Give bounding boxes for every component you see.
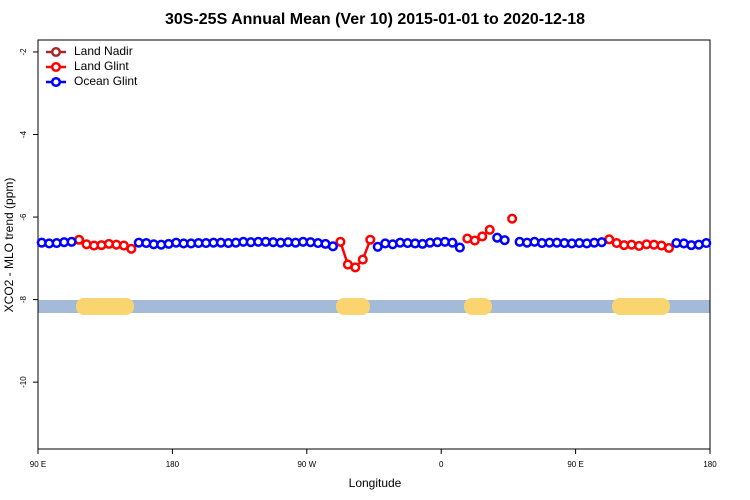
y-tick-label: -4 [19, 130, 28, 138]
ocean-band [38, 300, 710, 313]
point [66, 236, 77, 247]
legend-marker [50, 76, 62, 88]
legend-label: Land Glint [74, 59, 129, 73]
point [477, 231, 488, 242]
x-axis-label: Longitude [349, 476, 402, 490]
chart-title: 30S-25S Annual Mean (Ver 10) 2015-01-01 … [165, 11, 585, 28]
x-tick-label: 90 E [567, 460, 583, 469]
point [596, 237, 607, 248]
point [350, 262, 361, 273]
y-tick-label: -6 [19, 213, 28, 221]
land-mask [38, 298, 710, 315]
point [484, 224, 495, 235]
legend-label: Ocean Glint [74, 74, 138, 88]
x-tick-label: 90 W [297, 460, 316, 469]
point [447, 237, 458, 248]
y-tick-label: -10 [19, 376, 28, 388]
legend-marker [50, 46, 62, 58]
point [454, 242, 465, 253]
x-tick-label: 180 [703, 460, 717, 469]
land-band [464, 298, 492, 315]
point [327, 241, 338, 252]
x-tick-label: 0 [439, 460, 444, 469]
point [507, 213, 518, 224]
point [663, 242, 674, 254]
x-tick-label: 180 [166, 460, 180, 469]
point [701, 238, 712, 249]
land-band [76, 298, 134, 315]
y-tick-label: -2 [19, 48, 28, 56]
point [335, 236, 346, 247]
legend-marker [50, 61, 62, 73]
point [365, 234, 376, 245]
land-band [336, 298, 370, 315]
legend-label: Land Nadir [74, 44, 133, 58]
point [469, 235, 480, 246]
x-tick-label: 90 E [30, 460, 46, 469]
land-band [612, 298, 670, 315]
point [126, 243, 137, 254]
point [357, 254, 368, 265]
point [499, 235, 510, 246]
y-tick-label: -8 [19, 295, 28, 303]
y-axis-label: XCO2 - MLO trend (ppm) [2, 178, 16, 313]
